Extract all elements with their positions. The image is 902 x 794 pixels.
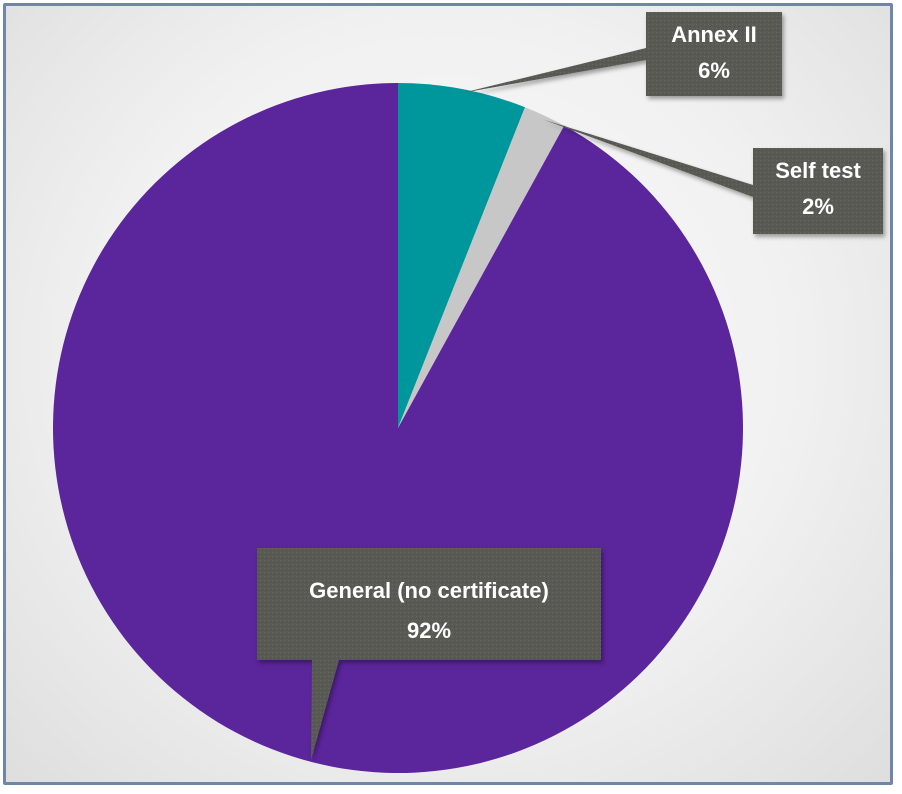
label-percent-self-test: 2% — [802, 194, 834, 219]
label-percent-general-no-certificate: 92% — [407, 618, 451, 643]
label-name-general-no-certificate: General (no certificate) — [309, 578, 549, 603]
label-name-self-test: Self test — [775, 158, 861, 183]
label-name-annex-ii: Annex II — [671, 22, 757, 47]
label-percent-annex-ii: 6% — [698, 58, 730, 83]
pie-slice-general-no-certificate — [53, 83, 743, 773]
